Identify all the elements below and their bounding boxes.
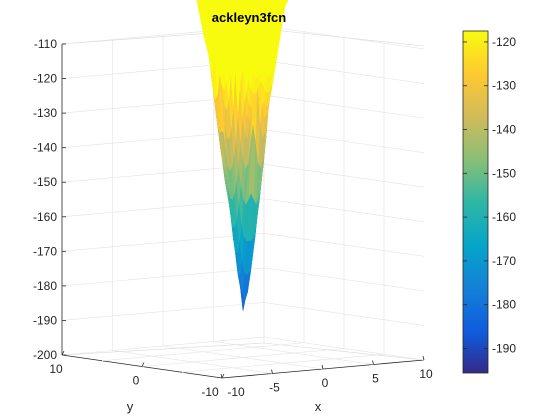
gridline [61,233,425,257]
gridline [61,267,425,292]
surface-patch [243,0,246,4]
gridline [141,348,345,367]
box-floor-back-left [61,342,265,356]
surface-patch [273,0,275,3]
box-floor-back-right [263,342,425,361]
surface-patch [256,0,261,13]
gridline [213,341,374,365]
surface-patch [236,0,239,4]
surface-patch [212,0,215,4]
surface-plot [196,0,289,311]
surface-patch [244,0,250,20]
surface-patch [210,0,214,8]
surface-patch [237,0,242,9]
surface-patch [215,0,221,15]
gridline [61,336,425,361]
surface-patch [232,0,235,4]
surface-patch [255,0,258,6]
surface-patch [207,0,210,8]
surface-patch [273,0,278,12]
gridline [61,198,425,223]
surface-patch [223,0,227,6]
surface-patch [219,0,221,4]
gridline [61,302,425,326]
gridline [101,342,305,362]
surface-patch [249,0,254,16]
gridlines [61,25,425,374]
gridline [61,163,425,188]
